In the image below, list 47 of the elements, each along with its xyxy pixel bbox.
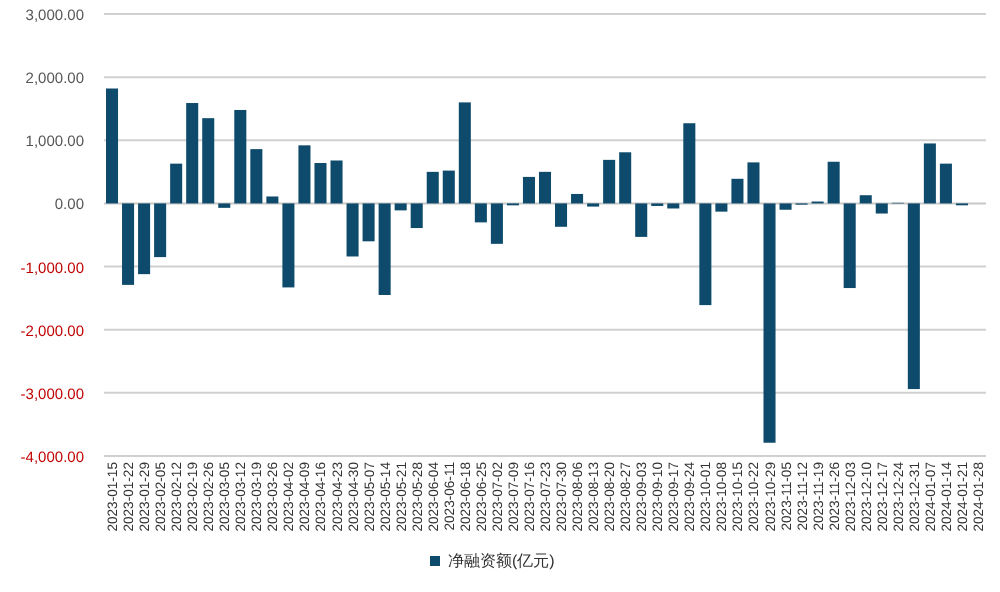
bar bbox=[715, 203, 728, 212]
bar bbox=[635, 203, 648, 237]
bar bbox=[667, 203, 680, 209]
bar bbox=[474, 203, 487, 223]
bar bbox=[250, 149, 263, 204]
bar bbox=[346, 203, 359, 257]
bar bbox=[522, 176, 535, 204]
bar bbox=[234, 109, 247, 204]
bar bbox=[859, 195, 872, 204]
bar bbox=[763, 203, 776, 443]
bar bbox=[394, 203, 407, 211]
bar bbox=[330, 160, 343, 204]
bar bbox=[122, 203, 135, 285]
bar bbox=[779, 203, 792, 210]
bar bbox=[907, 203, 920, 390]
bar bbox=[683, 123, 696, 204]
legend-label: 净融资额(亿元) bbox=[448, 552, 556, 570]
bar bbox=[458, 102, 471, 204]
bar bbox=[571, 193, 584, 204]
bar bbox=[731, 178, 744, 204]
bar bbox=[939, 163, 952, 204]
bar bbox=[699, 203, 712, 306]
bar bbox=[875, 203, 888, 214]
bar bbox=[442, 170, 455, 204]
bar bbox=[747, 162, 760, 204]
bar bbox=[362, 203, 375, 242]
bar bbox=[843, 203, 856, 289]
bar bbox=[827, 161, 840, 204]
bar bbox=[555, 203, 568, 227]
bar bbox=[314, 163, 327, 204]
bar bbox=[282, 203, 295, 288]
bar bbox=[923, 143, 936, 204]
bar bbox=[538, 171, 552, 204]
bar bbox=[426, 171, 439, 204]
bar bbox=[490, 203, 503, 244]
bar bbox=[410, 203, 423, 229]
bar bbox=[603, 159, 616, 204]
bar bbox=[298, 145, 311, 204]
bar bbox=[266, 196, 279, 204]
bar bbox=[170, 163, 183, 204]
bar bbox=[202, 118, 215, 204]
bar bbox=[106, 88, 119, 204]
bar bbox=[619, 152, 632, 204]
bar bbox=[154, 203, 167, 258]
bar bbox=[186, 103, 199, 204]
bar bbox=[138, 203, 151, 275]
bar bbox=[378, 203, 391, 295]
